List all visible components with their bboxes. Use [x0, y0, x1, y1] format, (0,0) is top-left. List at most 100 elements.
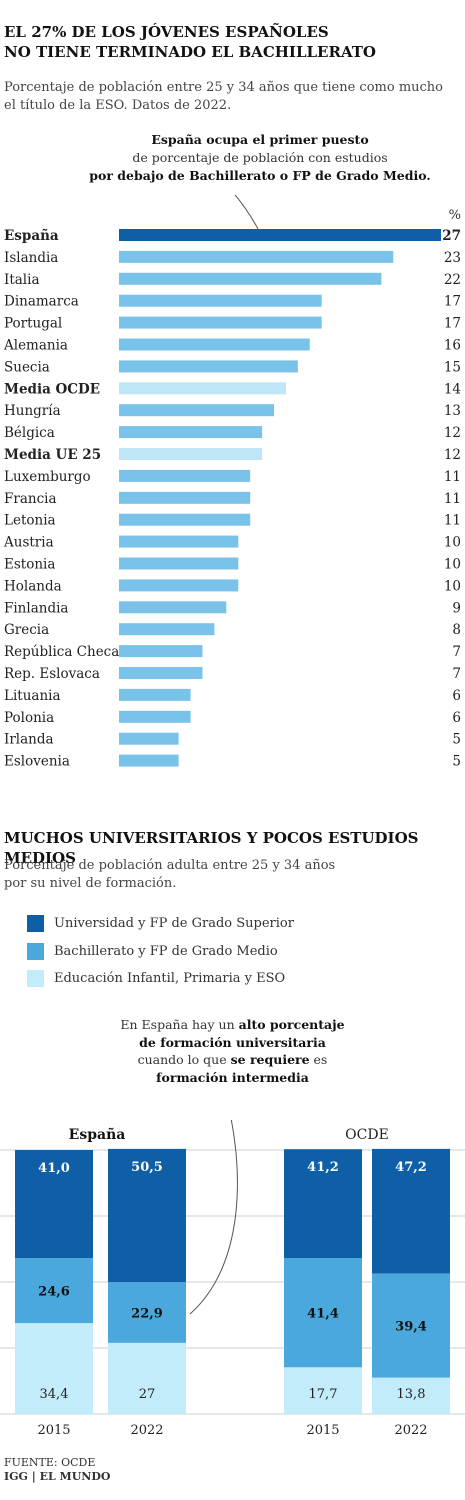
bar: [119, 469, 251, 482]
bar: [119, 667, 203, 679]
segment-value-label: 22,9: [131, 1307, 163, 1322]
stack-segment: [284, 1258, 362, 1368]
segment-value-label: 41,0: [38, 1161, 70, 1176]
category-label: Portugal: [4, 316, 62, 332]
value-label: 10: [444, 557, 461, 573]
legend-label-bach: Bachillerato y FP de Grado Medio: [54, 943, 278, 959]
bar: [119, 688, 191, 701]
year-label: 2022: [130, 1423, 163, 1438]
category-label: Estonia: [4, 557, 55, 573]
bar: [119, 404, 274, 417]
bar: [119, 294, 322, 307]
bar: [119, 754, 179, 767]
segment-value-label: 13,8: [397, 1387, 426, 1402]
year-label: 2022: [394, 1423, 427, 1438]
bar: [119, 513, 251, 526]
bar: [119, 448, 263, 460]
category-label: Luxemburgo: [4, 469, 91, 485]
bar: [119, 316, 322, 329]
legend-swatch-basic: [27, 969, 44, 987]
segment-value-label: 47,2: [395, 1160, 427, 1175]
value-label: 7: [452, 666, 461, 682]
value-label: 12: [444, 447, 461, 463]
value-label: 10: [444, 578, 461, 594]
value-label: 14: [444, 381, 461, 397]
annotation-line3: por debajo de Bachillerato o FP de Grado…: [89, 168, 431, 183]
value-label: 8: [452, 622, 461, 638]
value-label: 17: [444, 294, 461, 310]
value-label: 6: [452, 688, 461, 704]
value-label: 12: [444, 425, 461, 441]
bar: [119, 272, 382, 285]
segment-value-label: 17,7: [309, 1387, 338, 1402]
category-label: Italia: [4, 272, 40, 288]
bar: [119, 645, 203, 658]
stack-segment: [372, 1377, 450, 1414]
ranking-bar-chart: % España 27 Islandia 23 Italia 22 Dinamarca 17 Po…: [3, 195, 461, 770]
segment-value-label: 50,5: [131, 1160, 163, 1175]
section2-subtitle-line1: Porcentaje de población adulta entre 25 …: [4, 858, 336, 873]
annotation2-bold1: alto porcentaje de formación universitar…: [139, 1017, 345, 1050]
annotation2: En España hay un alto porcentaje de form…: [115, 1016, 350, 1086]
chart-title-line2: NO TIENE TERMINADO EL BACHILLERATO: [4, 43, 376, 61]
category-label: Rep. Eslovaca: [4, 666, 100, 682]
category-label: Bélgica: [4, 425, 55, 441]
annotation2-bold3: formación intermedia: [156, 1069, 309, 1085]
segment-value-label: 41,4: [307, 1307, 339, 1322]
bar: [119, 491, 251, 504]
chart-title-line1: EL 27% DE LOS JÓVENES ESPAÑOLES: [4, 23, 329, 41]
stack-segment: [372, 1148, 450, 1274]
value-label: 5: [452, 754, 461, 770]
legend-item-univ: Universidad y FP de Grado Superior: [27, 914, 294, 932]
value-label: 11: [444, 513, 461, 529]
category-label: Francia: [4, 491, 57, 507]
category-label: Lituania: [4, 688, 61, 704]
legend-label-univ: Universidad y FP de Grado Superior: [54, 915, 294, 931]
category-label: Dinamarca: [4, 294, 79, 310]
legend-item-basic: Educación Infantil, Primaria y ESO: [27, 969, 286, 987]
category-label: Letonia: [4, 513, 56, 529]
annotation2-text2: cuando lo que: [137, 1052, 231, 1067]
segment-value-label: 34,4: [40, 1387, 69, 1402]
value-label: 5: [452, 732, 461, 748]
section2-title: MUCHOS UNIVERSITARIOS Y POCOS ESTUDIOS M…: [4, 829, 419, 867]
value-label: 9: [452, 600, 461, 616]
bar: [119, 623, 215, 636]
category-label: Finlandia: [4, 600, 68, 616]
category-label: Holanda: [4, 578, 62, 594]
annotation2-text3: es: [309, 1052, 328, 1067]
segment-value-label: 27: [139, 1387, 156, 1402]
legend-item-bach: Bachillerato y FP de Grado Medio: [27, 942, 278, 960]
bar: [119, 382, 286, 395]
stack-segment: [15, 1323, 93, 1414]
value-label: 13: [444, 403, 461, 419]
unit-label: %: [449, 208, 461, 223]
chart-subtitle-line1: Porcentaje de población entre 25 y 34 añ…: [4, 80, 444, 95]
group-label-ocde: OCDE: [345, 1127, 389, 1143]
stacked-bar-chart: España OCDE 34,4 24,6 41,0 2015 27 22,9 50,5 2022…: [0, 1120, 465, 1438]
stack-segment: [108, 1282, 186, 1343]
chart-subtitle-line2: el título de la ESO. Datos de 2022.: [4, 98, 232, 113]
value-label: 15: [444, 359, 461, 375]
annotation2-bold2: se requiere: [230, 1052, 310, 1067]
category-label: Grecia: [4, 622, 49, 638]
category-label: Hungría: [4, 403, 61, 419]
category-label: Austria: [3, 535, 54, 551]
bar: [119, 360, 298, 373]
legend-swatch-bach: [27, 942, 44, 960]
value-label: 22: [444, 272, 461, 288]
value-label: 11: [444, 491, 461, 507]
stack-segment: [108, 1342, 186, 1414]
legend-label-basic: Educación Infantil, Primaria y ESO: [54, 970, 286, 986]
segment-value-label: 24,6: [38, 1285, 70, 1300]
value-label: 23: [444, 250, 461, 266]
bar: [119, 229, 441, 241]
stack-segment: [15, 1258, 93, 1324]
annotation2-arrow-line: [189, 1120, 238, 1315]
category-label: España: [4, 228, 59, 244]
bar: [119, 250, 394, 263]
annotation-line2: de porcentaje de población con estudios: [132, 150, 388, 165]
segment-value-label: 39,4: [395, 1320, 427, 1335]
bar: [119, 426, 263, 439]
category-label: Media OCDE: [4, 381, 100, 397]
